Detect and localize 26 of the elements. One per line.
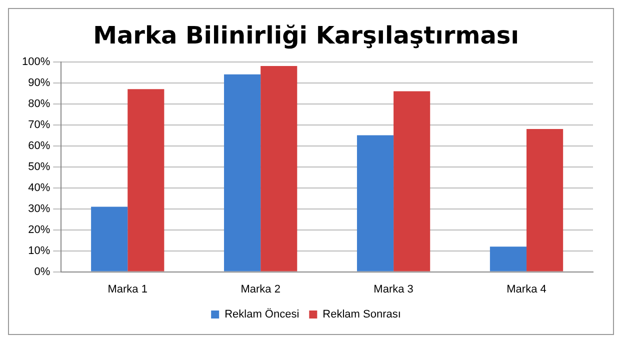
y-tick-label: 20% bbox=[28, 224, 50, 236]
legend-label: Reklam Sonrası bbox=[322, 308, 401, 321]
x-tick-label: Marka 1 bbox=[108, 283, 148, 296]
bar bbox=[394, 91, 430, 272]
y-tick-label: 0% bbox=[34, 266, 50, 278]
y-tick-label: 80% bbox=[28, 98, 50, 110]
bar bbox=[490, 246, 527, 272]
y-tick-label: 60% bbox=[28, 140, 50, 152]
bar bbox=[526, 129, 564, 272]
x-tick-label: Marka 4 bbox=[506, 283, 546, 296]
chart-title: Marka Bilinirliği Karşılaştırması bbox=[93, 22, 519, 50]
y-tick-label: 40% bbox=[28, 182, 50, 194]
x-tick-label: Marka 2 bbox=[240, 283, 280, 296]
y-tick-label: 50% bbox=[28, 160, 50, 173]
y-tick-label: 10% bbox=[28, 244, 50, 257]
bar bbox=[260, 66, 298, 272]
y-tick-label: 30% bbox=[28, 202, 50, 215]
bar bbox=[91, 206, 128, 272]
x-tick-label: Marka 3 bbox=[374, 283, 414, 296]
legend-label: Reklam Öncesi bbox=[224, 308, 300, 321]
y-tick-label: 100% bbox=[22, 56, 50, 68]
bar bbox=[356, 135, 394, 272]
bar bbox=[128, 89, 164, 272]
y-tick-label: 70% bbox=[28, 118, 50, 131]
y-tick-label: 90% bbox=[28, 76, 50, 89]
bar bbox=[224, 74, 261, 272]
